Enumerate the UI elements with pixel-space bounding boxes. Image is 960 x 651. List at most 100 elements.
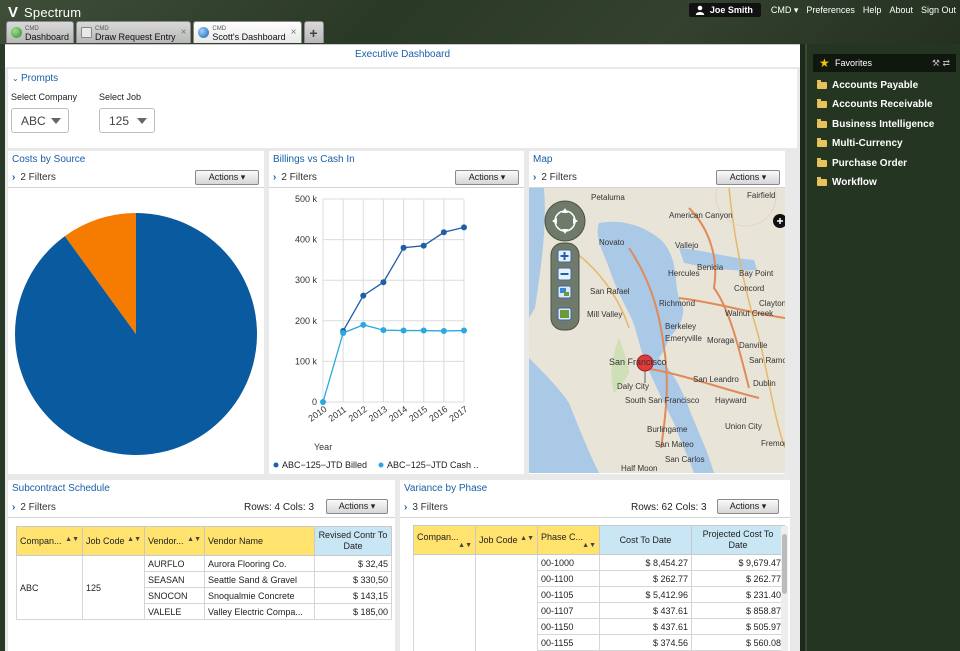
column-header-cost-to-date[interactable]: Cost To Date bbox=[599, 525, 692, 555]
zoom-in-button[interactable] bbox=[557, 249, 572, 263]
data-point[interactable] bbox=[440, 229, 447, 236]
pie-chart bbox=[14, 213, 258, 455]
data-point[interactable] bbox=[400, 327, 407, 334]
panel-title: Subcontract Schedule bbox=[12, 483, 110, 494]
preferences-link[interactable]: Preferences bbox=[806, 5, 855, 15]
data-point[interactable] bbox=[320, 399, 326, 405]
folder-icon bbox=[817, 158, 827, 167]
chevron-right-icon: › bbox=[273, 172, 277, 183]
column-header-job-code[interactable]: Job Code ▲▼ bbox=[82, 526, 145, 556]
header-label: Vendor... bbox=[148, 536, 184, 546]
cell-cost-to-date: $ 5,412.96 bbox=[599, 586, 692, 603]
map-type-button[interactable] bbox=[557, 285, 572, 299]
cell-cost-to-date: $ 8,454.27 bbox=[599, 554, 692, 571]
table-row[interactable]: 00-1155 $ 374.56 $ 560.08 bbox=[414, 634, 785, 651]
filters-toggle[interactable]: › 3 Filters bbox=[404, 502, 448, 513]
map-view[interactable]: Petaluma Fairfield American Canyon Novato Va… bbox=[529, 188, 785, 473]
tab-scotts-dashboard[interactable]: CMD Scott's Dashboard × bbox=[193, 21, 302, 43]
column-header-projected-cost[interactable]: Projected Cost To Date bbox=[691, 525, 785, 555]
column-header-revised-contract[interactable]: Revised Contr To Date bbox=[314, 526, 392, 556]
data-point[interactable] bbox=[400, 244, 407, 251]
tab-module: CMD bbox=[212, 25, 227, 32]
tab-draw-request-entry[interactable]: CMD Draw Request Entry × bbox=[76, 21, 192, 43]
column-header-phase[interactable]: Phase C... ▲▼ bbox=[537, 525, 600, 555]
data-point[interactable] bbox=[420, 242, 427, 249]
table-row[interactable]: 00-1107 $ 437.61 $ 858.87 bbox=[414, 602, 785, 619]
actions-button[interactable]: Actions ▾ bbox=[717, 499, 779, 514]
actions-button[interactable]: Actions ▾ bbox=[195, 170, 259, 185]
pie-slice-1[interactable] bbox=[64, 213, 136, 334]
filters-toggle[interactable]: › 2 Filters bbox=[12, 502, 56, 513]
cell-phase: 00-1155 bbox=[537, 634, 600, 651]
favorite-multi-currency[interactable]: Multi-Currency bbox=[817, 138, 903, 149]
data-point[interactable] bbox=[380, 279, 387, 286]
data-point[interactable] bbox=[461, 327, 467, 334]
x-axis-label: Year bbox=[314, 442, 332, 452]
data-point[interactable] bbox=[340, 329, 347, 336]
sort-icon: ▲▼ bbox=[458, 541, 472, 549]
actions-button[interactable]: Actions ▾ bbox=[716, 170, 780, 185]
legend-entry[interactable]: ABC−125−JTD Cash .. bbox=[387, 460, 479, 470]
actions-button[interactable]: Actions ▾ bbox=[326, 499, 388, 514]
add-tab-button[interactable]: + bbox=[303, 21, 324, 43]
user-menu[interactable]: Joe Smith bbox=[688, 3, 761, 17]
map-place-label: Benicia bbox=[697, 263, 724, 272]
data-point[interactable] bbox=[360, 292, 367, 299]
data-point[interactable] bbox=[440, 327, 447, 334]
wrench-icon[interactable]: ⚒ ⇄ bbox=[931, 58, 950, 68]
tab-dashboard[interactable]: CMD Dashboard bbox=[6, 21, 75, 43]
table-row[interactable]: 00-1000 $ 8,454.27 $ 9,679.47 bbox=[413, 554, 785, 651]
data-point[interactable] bbox=[380, 327, 387, 334]
filters-toggle[interactable]: › 2 Filters bbox=[273, 172, 317, 183]
column-header-vendor[interactable]: Vendor... ▲▼ bbox=[144, 526, 205, 556]
table-row[interactable]: SEASAN Seattle Sand & Gravel $ 330,50 bbox=[17, 571, 392, 588]
sign-out-link[interactable]: Sign Out bbox=[920, 5, 956, 15]
series-line-1 bbox=[322, 324, 465, 403]
favorite-workflow[interactable]: Workflow bbox=[817, 177, 877, 188]
about-link[interactable]: About bbox=[889, 5, 913, 15]
header-label: Job Code bbox=[479, 535, 518, 545]
cmd-menu[interactable]: CMD ▾ bbox=[770, 4, 799, 15]
map-expand-button[interactable] bbox=[773, 214, 785, 228]
close-icon[interactable]: × bbox=[180, 27, 187, 38]
legend-entry[interactable]: ABC−125−JTD Billed bbox=[282, 460, 367, 470]
table-row[interactable]: VALELE Valley Electric Compa... $ 185,00 bbox=[17, 603, 392, 620]
company-select[interactable]: ABC bbox=[11, 108, 69, 133]
map-pan-control[interactable] bbox=[544, 200, 586, 242]
cell-company: ABC bbox=[16, 555, 83, 620]
column-header-vendor-name[interactable]: Vendor Name bbox=[204, 526, 315, 556]
data-point[interactable] bbox=[420, 327, 427, 334]
favorite-purchase-order[interactable]: Purchase Order bbox=[817, 158, 907, 169]
map-place-label: Fairfield bbox=[747, 191, 775, 200]
cell-amount: $ 330,50 bbox=[314, 571, 392, 588]
vertical-scrollbar[interactable] bbox=[781, 526, 788, 651]
filters-toggle[interactable]: › 2 Filters bbox=[533, 172, 577, 183]
filters-toggle[interactable]: › 2 Filters bbox=[12, 172, 56, 183]
cell-projected-cost: $ 262.77 bbox=[691, 570, 785, 587]
data-point[interactable] bbox=[360, 321, 367, 328]
table-row[interactable]: ABC 125 AURFLO Aurora Flooring Co. $ 32,… bbox=[16, 555, 392, 620]
prompts-toggle[interactable]: ⌄ Prompts bbox=[12, 73, 58, 84]
map-place-label: Vallejo bbox=[675, 241, 699, 250]
map-location-pin-icon[interactable] bbox=[636, 354, 654, 383]
column-header-company[interactable]: Compan... ▲▼ bbox=[413, 525, 476, 555]
table-row[interactable]: 00-1150 $ 437.61 $ 505.97 bbox=[414, 618, 785, 635]
header-label: Compan... bbox=[417, 531, 459, 542]
map-place-label: San Leandro bbox=[693, 375, 739, 384]
column-header-job-code[interactable]: Job Code ▲▼ bbox=[475, 525, 538, 555]
favorite-business-intelligence[interactable]: Business Intelligence bbox=[817, 119, 934, 130]
column-header-company[interactable]: Compan... ▲▼ bbox=[16, 526, 83, 556]
help-link[interactable]: Help bbox=[862, 5, 882, 15]
table-row[interactable]: 00-1105 $ 5,412.96 $ 231.40 bbox=[414, 586, 785, 603]
map-layer-button[interactable] bbox=[557, 307, 572, 321]
close-icon[interactable]: × bbox=[290, 27, 297, 38]
zoom-out-button[interactable] bbox=[557, 267, 572, 281]
scrollbar-thumb[interactable] bbox=[782, 534, 787, 594]
y-tick-label: 500 k bbox=[295, 194, 318, 204]
data-point[interactable] bbox=[461, 224, 467, 231]
favorite-accounts-payable[interactable]: Accounts Payable bbox=[817, 80, 918, 91]
actions-button[interactable]: Actions ▾ bbox=[455, 170, 519, 185]
job-select[interactable]: 125 bbox=[99, 108, 155, 133]
favorite-accounts-receivable[interactable]: Accounts Receivable bbox=[817, 99, 933, 110]
panel-splitter[interactable] bbox=[800, 44, 805, 651]
